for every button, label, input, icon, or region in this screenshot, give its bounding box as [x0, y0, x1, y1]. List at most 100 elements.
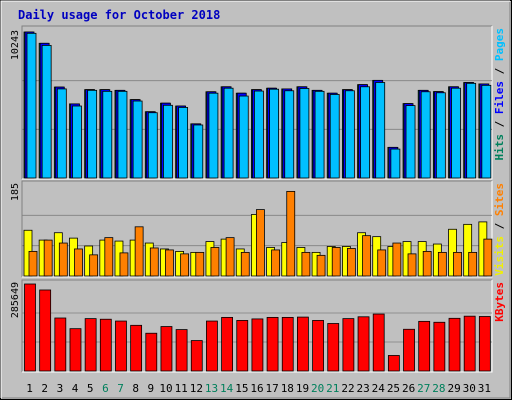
chart-title: Daily usage for October 2018: [18, 8, 220, 22]
panel-kbytes: 285649 KBytes: [10, 279, 506, 373]
x-tick-label-7: 7: [117, 382, 124, 395]
kbytes-bar-14: [221, 316, 233, 372]
hits-legend: Hits / Files / Pages: [493, 28, 506, 161]
pages-bar-23: [360, 86, 370, 179]
sites-bar-12: [195, 251, 205, 277]
kbytes-bar-27: [418, 320, 431, 372]
kbytes-bar-3: [54, 317, 67, 372]
kbytes-bar-16: [251, 318, 264, 372]
kbytes-legend: KBytes: [493, 282, 506, 322]
legend-sites: Sites: [493, 183, 506, 216]
pages-bar-30: [466, 82, 477, 179]
visits-plot-border-light: [22, 181, 493, 278]
x-tick-label-1: 1: [26, 382, 33, 395]
x-tick-label-6: 6: [102, 382, 109, 395]
sites-bar-2: [43, 239, 53, 277]
sites-bar-14: [225, 237, 235, 277]
sites-bar-24: [377, 249, 387, 277]
sites-bar-28: [437, 251, 447, 277]
x-tick-label-13: 13: [205, 382, 218, 395]
kbytes-bar-19: [297, 316, 309, 372]
kbytes-bar-13: [206, 320, 218, 372]
kbytes-bar-2: [39, 289, 52, 372]
pages-bar-27: [420, 91, 431, 179]
x-tick-label-26: 26: [402, 382, 415, 395]
sites-bar-23: [362, 235, 371, 277]
pages-bar-17: [269, 88, 279, 179]
kbytes-plot-border-dark: [21, 279, 492, 372]
pages-bar-22: [344, 90, 355, 179]
x-tick-label-20: 20: [311, 382, 324, 395]
kbytes-bar-31: [478, 316, 491, 372]
x-tick-label-30: 30: [463, 382, 476, 395]
kbytes-bar-18: [281, 316, 294, 372]
pages-bar-21: [329, 94, 340, 179]
x-tick-label-4: 4: [72, 382, 79, 395]
x-tick-label-29: 29: [447, 382, 460, 395]
chart-panels: 10243 Hits / Files / Pages 185 Visits / Sit…: [10, 25, 506, 373]
x-tick-label-12: 12: [190, 382, 203, 395]
kbytes-scale-label: 285649: [10, 282, 21, 318]
sites-bar-17: [271, 249, 280, 277]
pages-bar-8: [132, 100, 143, 179]
x-tick-label-17: 17: [266, 382, 279, 395]
sites-bar-20: [316, 254, 326, 277]
legend-visits: Visits: [493, 236, 506, 276]
pages-bar-4: [72, 105, 82, 179]
kbytes-bar-10: [160, 326, 173, 372]
pages-bar-7: [117, 90, 128, 179]
x-tick-label-9: 9: [148, 382, 155, 395]
legend-pages: Pages: [493, 28, 506, 61]
x-axis-labels: 1 2 3 4 5 6 7 8 9 10 11 12 13 14 15 16 17 18 19 20 21 22 23 24 2…: [26, 382, 491, 395]
kbytes-bar-8: [130, 324, 143, 372]
kbytes-bar-11: [175, 329, 188, 372]
pages-bar-3: [56, 88, 67, 179]
sites-bar-31: [483, 238, 493, 277]
x-tick-label-8: 8: [132, 382, 139, 395]
hits-scale-label: 10243: [10, 30, 21, 60]
hits-plot-border-light: [22, 26, 493, 180]
pages-bar-29: [451, 87, 461, 179]
kbytes-bar-26: [403, 328, 415, 372]
x-tick-label-14: 14: [220, 382, 234, 395]
kbytes-bar-5: [84, 318, 97, 372]
sites-bar-11: [180, 253, 190, 277]
pages-bar-14: [223, 87, 234, 179]
pages-bar-25: [390, 148, 401, 179]
x-tick-label-16: 16: [250, 382, 263, 395]
kbytes-bar-28: [433, 321, 446, 372]
x-tick-label-19: 19: [296, 382, 309, 395]
kbytes-bar-24: [372, 313, 385, 372]
sites-bar-1: [28, 251, 38, 277]
kbytes-bar-9: [145, 332, 158, 372]
sites-bar-26: [407, 253, 417, 277]
sites-bar-21: [331, 247, 341, 277]
pages-bar-10: [163, 104, 173, 179]
x-tick-label-2: 2: [41, 382, 48, 395]
legend-hits: Hits: [493, 134, 506, 161]
visits-legend-separator: /: [493, 216, 506, 236]
sites-bar-30: [468, 251, 478, 277]
x-tick-label-15: 15: [235, 382, 248, 395]
kbytes-bar-7: [115, 320, 127, 372]
x-tick-label-23: 23: [357, 382, 370, 395]
sites-bar-19: [301, 251, 311, 277]
visits-plot-border-dark: [21, 180, 492, 277]
x-tick-label-3: 3: [57, 382, 64, 395]
x-tick-label-24: 24: [372, 382, 386, 395]
legend-kbytes: KBytes: [493, 282, 506, 322]
x-tick-label-25: 25: [387, 382, 400, 395]
pages-bar-18: [284, 90, 295, 179]
sites-bar-25: [392, 242, 402, 277]
kbytes-bar-12: [190, 340, 203, 372]
panel-hits: 10243 Hits / Files / Pages: [10, 25, 506, 180]
kbytes-plot-border-light: [22, 280, 493, 373]
pages-bar-15: [238, 95, 249, 179]
hits-plot-border-dark: [21, 25, 492, 179]
x-tick-label-21: 21: [326, 382, 339, 395]
sites-bar-3: [58, 242, 68, 277]
x-tick-label-18: 18: [281, 382, 294, 395]
visits-scale-label: 185: [10, 183, 21, 201]
kbytes-bar-22: [342, 318, 355, 372]
